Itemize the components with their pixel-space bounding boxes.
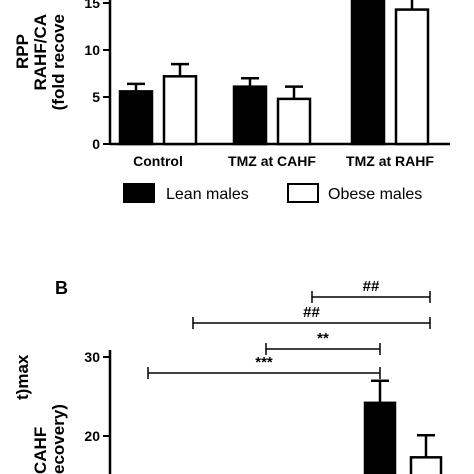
panel-a-bars xyxy=(118,0,430,146)
bar-obese-males xyxy=(276,97,312,146)
category-label: TMZ at RAHF xyxy=(346,153,434,169)
y-axis-label-line: ecovery) xyxy=(49,404,68,474)
panel-a-y-ticks: 0 5 10 15 xyxy=(84,0,110,152)
panel-a-category-labels: Control TMZ at CAHF TMZ at RAHF xyxy=(133,153,434,169)
category-label: Control xyxy=(133,153,183,169)
y-tick-label: 30 xyxy=(84,349,100,365)
bar-lean-males xyxy=(118,90,154,146)
y-tick-label: 20 xyxy=(84,428,100,444)
category-label: TMZ at CAHF xyxy=(228,153,316,169)
bar-lean-males xyxy=(232,85,268,146)
bar-lean-males xyxy=(363,401,397,474)
significance-label: *** xyxy=(255,354,273,371)
bar-obese-males xyxy=(409,456,443,474)
y-axis-label-line: RPP xyxy=(13,34,32,69)
y-tick-label: 10 xyxy=(84,42,100,58)
y-tick-label: 0 xyxy=(92,136,100,152)
significance-label: ** xyxy=(317,330,329,347)
significance-label: ## xyxy=(303,304,320,321)
legend-swatch-lean xyxy=(123,183,155,203)
panel-a-y-axis-label: RPP RAHF/CA (fold recove xyxy=(13,14,68,110)
y-axis-label-line: RAHF/CA xyxy=(31,14,50,91)
panel-a-chart: RPP RAHF/CA (fold recove 0 5 10 15 Control TMZ… xyxy=(13,0,450,169)
panel-b-bars xyxy=(363,379,443,474)
panel-b-y-axis-label: t)max CAHF ecovery) xyxy=(13,354,68,474)
y-axis-label-line: t)max xyxy=(13,354,32,400)
y-tick-label: 15 xyxy=(84,0,100,11)
bar-obese-males xyxy=(162,75,198,146)
significance-label: ## xyxy=(363,278,380,295)
panel-b-significance-brackets: ####***** xyxy=(147,278,431,379)
panel-b-label: B xyxy=(55,278,68,298)
legend-label-obese: Obese males xyxy=(328,186,422,203)
bar-obese-males xyxy=(394,8,430,146)
legend: Lean males Obese males xyxy=(123,183,422,203)
legend-swatch-obese xyxy=(287,183,319,203)
legend-label-lean: Lean males xyxy=(166,186,249,203)
y-axis-label-line: CAHF xyxy=(31,427,50,474)
bar-lean-males xyxy=(350,0,386,146)
y-tick-label: 5 xyxy=(92,89,100,105)
y-axis-label-line: (fold recove xyxy=(49,14,68,110)
